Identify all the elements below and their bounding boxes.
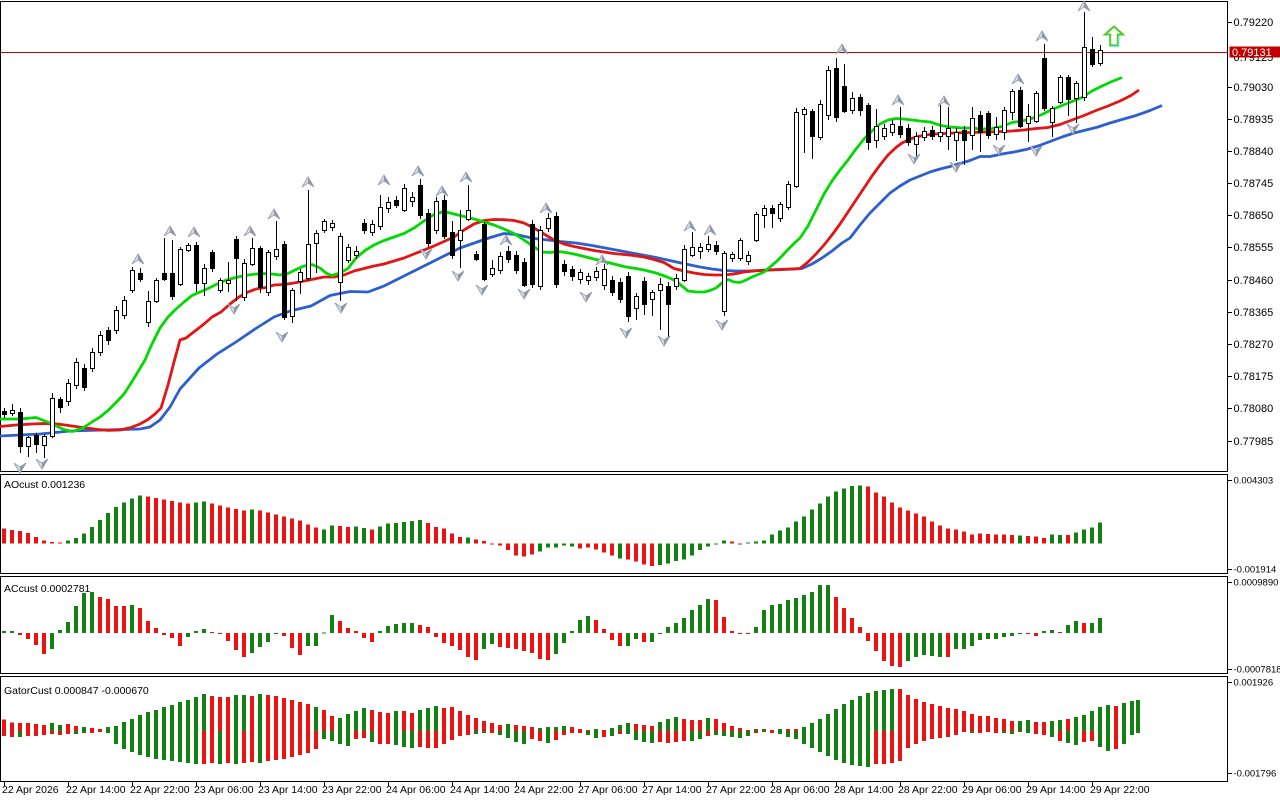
svg-text:0.78080: 0.78080 xyxy=(1234,403,1274,415)
svg-text:28 Apr 22:00: 28 Apr 22:00 xyxy=(898,784,958,796)
svg-text:AOcust 0.001236: AOcust 0.001236 xyxy=(4,479,85,491)
svg-text:0.001926: 0.001926 xyxy=(1234,678,1274,689)
svg-text:27 Apr 06:00: 27 Apr 06:00 xyxy=(578,784,638,796)
svg-text:0.79030: 0.79030 xyxy=(1234,82,1274,94)
svg-text:29 Apr 06:00: 29 Apr 06:00 xyxy=(962,784,1022,796)
svg-text:28 Apr 06:00: 28 Apr 06:00 xyxy=(770,784,830,796)
svg-text:0.79220: 0.79220 xyxy=(1234,17,1274,29)
svg-text:0.78745: 0.78745 xyxy=(1234,178,1274,190)
svg-text:-0.0007818: -0.0007818 xyxy=(1234,665,1280,676)
svg-text:0.78365: 0.78365 xyxy=(1234,307,1274,319)
svg-text:0.78650: 0.78650 xyxy=(1234,210,1274,222)
svg-text:0.79131: 0.79131 xyxy=(1232,47,1272,59)
svg-text:24 Apr 06:00: 24 Apr 06:00 xyxy=(386,784,446,796)
svg-text:27 Apr 22:00: 27 Apr 22:00 xyxy=(706,784,766,796)
svg-text:GatorCust 0.000847 -0.000670: GatorCust 0.000847 -0.000670 xyxy=(4,685,149,697)
svg-text:29 Apr 14:00: 29 Apr 14:00 xyxy=(1026,784,1086,796)
svg-text:22 Apr 2026: 22 Apr 2026 xyxy=(2,784,59,796)
svg-text:22 Apr 22:00: 22 Apr 22:00 xyxy=(130,784,190,796)
svg-text:ACcust 0.0002781: ACcust 0.0002781 xyxy=(4,583,91,595)
svg-text:0.78460: 0.78460 xyxy=(1234,275,1274,287)
svg-text:22 Apr 14:00: 22 Apr 14:00 xyxy=(66,784,126,796)
svg-text:0.78270: 0.78270 xyxy=(1234,339,1274,351)
svg-text:0.78555: 0.78555 xyxy=(1234,242,1274,254)
svg-text:0.78175: 0.78175 xyxy=(1234,371,1274,383)
svg-text:28 Apr 14:00: 28 Apr 14:00 xyxy=(834,784,894,796)
svg-text:27 Apr 14:00: 27 Apr 14:00 xyxy=(642,784,702,796)
svg-text:0.004303: 0.004303 xyxy=(1234,476,1274,487)
svg-text:24 Apr 22:00: 24 Apr 22:00 xyxy=(514,784,574,796)
svg-text:29 Apr 22:00: 29 Apr 22:00 xyxy=(1090,784,1150,796)
svg-text:0.77985: 0.77985 xyxy=(1234,436,1274,448)
svg-text:0.78935: 0.78935 xyxy=(1234,114,1274,126)
svg-text:23 Apr 14:00: 23 Apr 14:00 xyxy=(258,784,318,796)
svg-text:23 Apr 06:00: 23 Apr 06:00 xyxy=(194,784,254,796)
svg-text:0.78840: 0.78840 xyxy=(1234,146,1274,158)
svg-text:24 Apr 14:00: 24 Apr 14:00 xyxy=(450,784,510,796)
svg-text:-0.001914: -0.001914 xyxy=(1234,565,1277,576)
svg-text:0.0009890: 0.0009890 xyxy=(1234,578,1279,589)
svg-text:23 Apr 22:00: 23 Apr 22:00 xyxy=(322,784,382,796)
svg-text:-0.001796: -0.001796 xyxy=(1234,769,1277,780)
